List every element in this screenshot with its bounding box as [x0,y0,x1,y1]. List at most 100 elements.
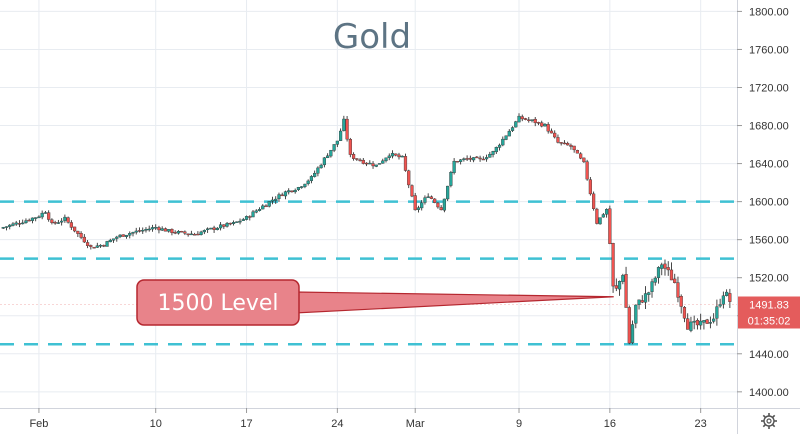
candle-down [579,153,583,159]
candle-up [510,127,515,131]
y-tick-label: 1440.00 [749,349,789,361]
candle-up [387,155,391,158]
candle-up [725,291,729,296]
candle-up [199,231,203,235]
candle-up [384,157,388,162]
candle-down [364,162,369,165]
candle-up [712,318,716,322]
candle-up [634,304,638,324]
candle-down [585,161,589,180]
candle-up [637,299,641,305]
candle-up [209,227,213,230]
candle-up [423,197,427,203]
candle-up [692,320,696,323]
candle-up [316,167,320,174]
candle-down [566,143,570,146]
candle-down [527,119,531,121]
candle-down [89,245,93,247]
candle-down [85,242,90,246]
candle-up [689,321,693,331]
candle-up [270,199,275,202]
candle-down [520,116,524,120]
candle-up [416,207,421,210]
candle-up [643,293,648,303]
candle-up [254,210,258,213]
gear-icon[interactable] [761,413,777,429]
candle-down [556,137,560,143]
candle-down [355,158,359,160]
callout: 1500 Level [136,279,614,326]
candle-down [348,139,352,155]
candle-down [536,122,541,124]
candle-up [491,151,495,155]
candle-down [102,245,106,247]
x-tick-label: 17 [240,418,252,430]
candle-up [141,229,145,232]
candle-up [472,157,476,161]
candle-down [17,223,22,225]
candle-up [251,211,255,218]
candle-up [332,144,336,151]
candle-down [69,222,73,228]
candle-up [238,220,242,223]
candle-down [666,267,670,271]
candle-down [394,153,398,156]
y-tick-label: 1600.00 [749,197,789,209]
candle-up [368,162,372,165]
candle-down [193,234,197,236]
last-price-label-bg [738,296,800,313]
candle-down [549,130,554,134]
candle-up [40,212,44,218]
candle-up [300,186,304,188]
candle-up [449,172,453,186]
candle-up [452,160,456,173]
candle-up [306,180,310,184]
candle-up [24,220,28,224]
y-tick-label: 1760.00 [749,44,789,56]
candle-up [105,241,109,247]
candle-up [598,217,602,225]
candle-up [14,222,18,225]
countdown-label-bg [738,312,800,329]
candle-down [186,233,190,236]
candle-down [608,208,612,244]
callout-seam [293,293,297,312]
candle-down [582,157,586,163]
candle-up [517,115,521,123]
candle-down [592,193,596,209]
y-tick-label: 1560.00 [749,235,789,247]
candle-down [280,194,284,197]
candle-down [397,154,401,158]
candle-down [575,150,580,154]
x-tick-label: 9 [516,418,522,430]
x-tick-label: 24 [331,418,343,430]
candle-down [614,285,618,289]
candle-down [611,243,615,287]
candle-up [621,275,625,282]
last-price-box: 1491.83 01:35:02 [738,296,800,329]
candle-up [235,221,239,223]
candle-up [721,295,725,305]
x-tick-label: 23 [695,418,707,430]
candle-up [202,230,206,233]
candle-down [222,224,226,227]
candle-up [446,185,450,200]
candle-down [572,145,576,151]
y-tick-label: 1640.00 [749,159,789,171]
candle-up [115,236,119,239]
candle-up [98,244,103,247]
candle-down [212,227,216,230]
candle-up [111,238,116,241]
candle-up [702,320,706,323]
candle-up [274,198,278,201]
x-tick-label: Mar [406,418,425,430]
candle-up [261,205,265,210]
candle-up [708,322,713,324]
candle-up [60,220,64,223]
candle-up [656,267,661,278]
candle-up [4,226,9,228]
candle-up [514,121,518,128]
candle-up [329,149,333,157]
candle-down [403,156,408,171]
